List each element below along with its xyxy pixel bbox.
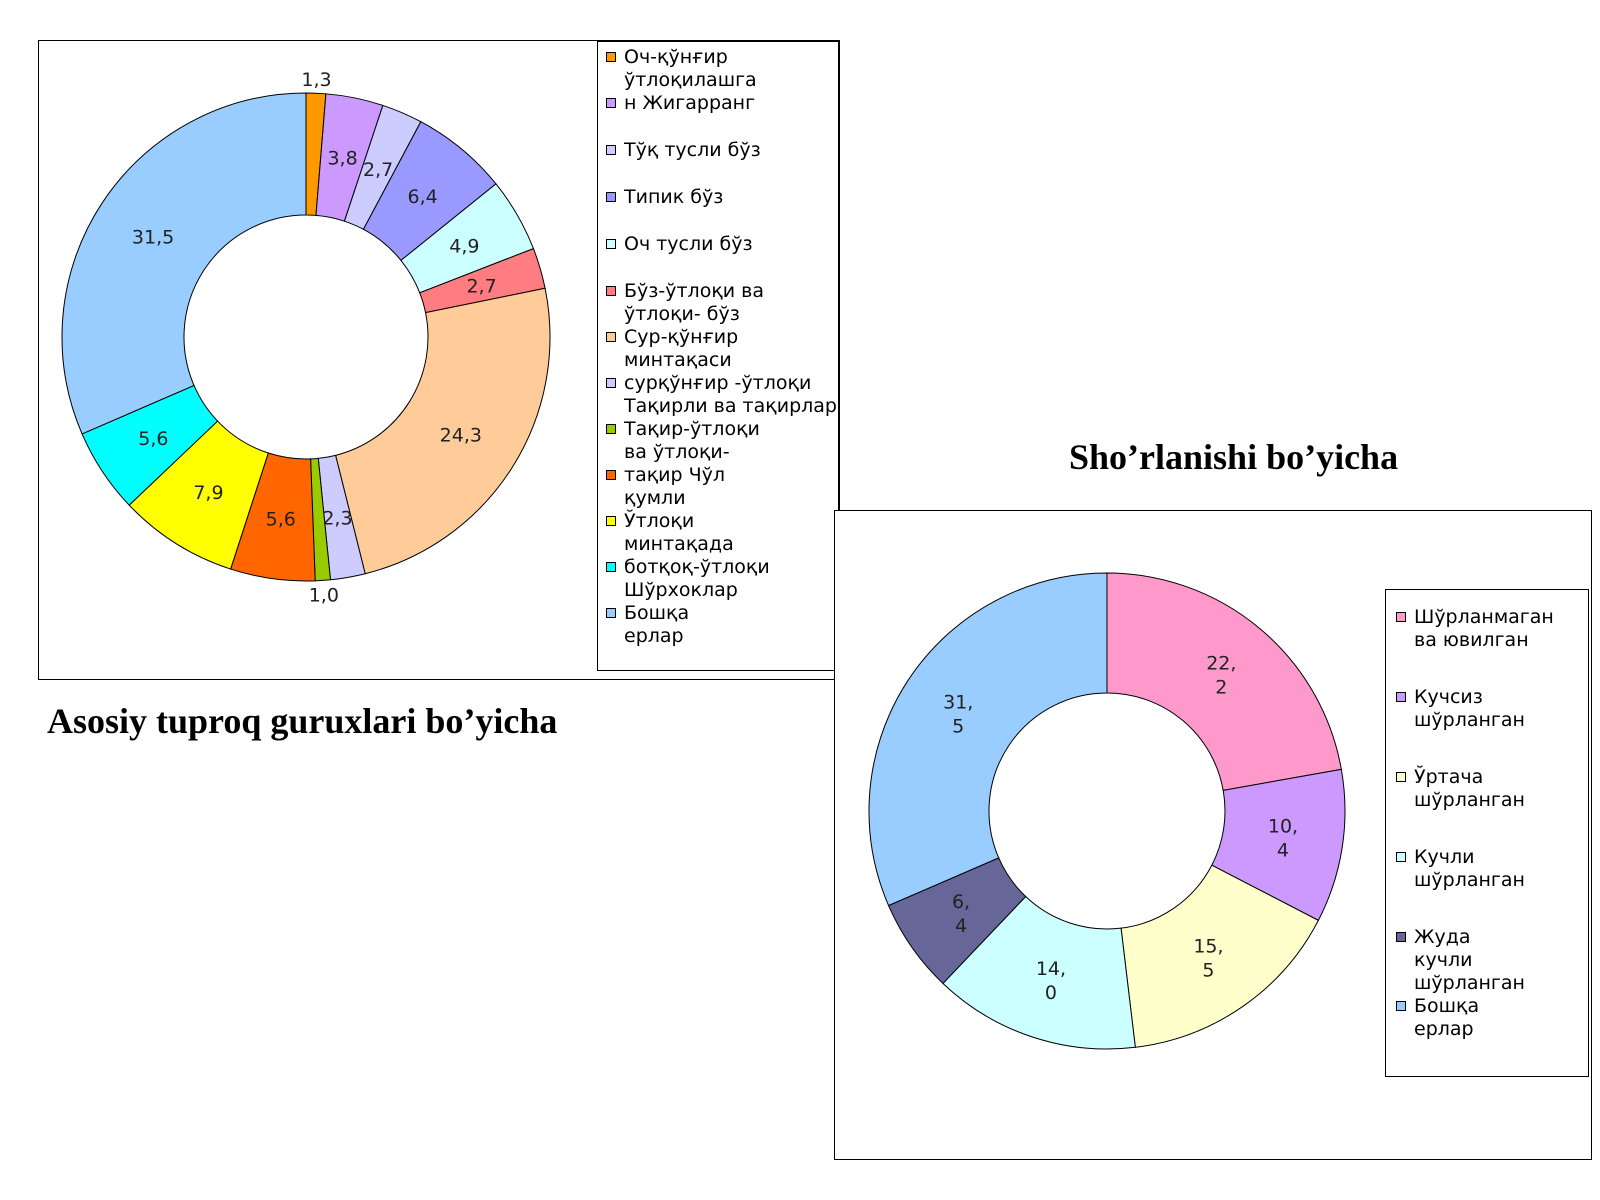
slice-value-label: 2,3	[322, 507, 352, 529]
legend-item: Бўз-ўтлоқи ва ўтлоқи- бўз	[606, 280, 838, 326]
legend-item: н Жигарранг	[606, 92, 838, 115]
legend-swatch	[1396, 772, 1406, 782]
donut-slice	[868, 572, 1108, 907]
legend-swatch	[1396, 932, 1406, 942]
donut-slice	[1120, 864, 1320, 1048]
legend-swatch	[606, 145, 616, 155]
legend-item: Оч тусли бўз	[606, 233, 838, 256]
legend-item: Тақир-ўтлоқи ва ўтлоқи-	[606, 418, 838, 464]
legend-label: Тақир-ўтлоқи ва ўтлоқи-	[624, 418, 760, 463]
legend-item: Бошқа ерлар	[1396, 995, 1588, 1041]
legend-label: сурқўнғир -ўтлоқи Тақирли ва тақирлар	[624, 372, 837, 417]
slice-value-label: 10, 4	[1268, 816, 1298, 862]
salinity-caption: Sho’rlanishi bo’yicha	[1069, 437, 1399, 477]
soil-groups-chart-panel: 1,3 3,8 2,7 6,4 4,9 2,7 24,3 2,3 1,0 5,6 7,9 5,6 31,…	[38, 40, 840, 680]
slice-value-label: 5,6	[266, 508, 296, 530]
legend-swatch	[606, 424, 616, 434]
legend-label: Сур-қўнғир минтақаси	[624, 326, 739, 371]
slice-value-label: 2,7	[466, 275, 496, 297]
legend-item: Кучсиз шўрланган	[1396, 686, 1588, 732]
soil-groups-legend: Оч-қўнғир ўтлоқилашга н Жигарранг Тўқ тусл…	[597, 41, 839, 671]
slice-value-label: 15, 5	[1193, 935, 1223, 981]
legend-item: Ўтлоқи минтақада	[606, 510, 838, 556]
legend-label: Типик бўз	[624, 186, 724, 208]
salinity-donut-chart: 22, 2 10, 4 15, 5 14, 0 6, 4 31, 5	[868, 572, 1346, 1050]
legend-item: Сур-қўнғир минтақаси	[606, 326, 838, 372]
donut-slice	[61, 92, 307, 435]
donut-slice	[942, 895, 1136, 1050]
soil-groups-donut-chart: 1,3 3,8 2,7 6,4 4,9 2,7 24,3 2,3 1,0 5,6 7,9 5,6 31,…	[61, 69, 551, 606]
slice-value-label: 22, 2	[1206, 653, 1236, 699]
soil-groups-caption: Asosiy tuproq guruxlari bo’yicha	[47, 701, 558, 741]
legend-item: Жуда кучли шўрланган	[1396, 926, 1588, 995]
slice-value-label: 31,5	[943, 691, 973, 737]
legend-swatch	[606, 562, 616, 572]
legend-swatch	[606, 192, 616, 202]
legend-label: Кучсиз шўрланган	[1414, 686, 1525, 731]
legend-swatch	[606, 332, 616, 342]
legend-swatch	[1396, 852, 1406, 862]
legend-label: Бўз-ўтлоқи ва ўтлоқи- бўз	[624, 280, 765, 325]
slice-value-label: 31,5	[132, 227, 174, 249]
legend-label: Кучли шўрланган	[1414, 846, 1525, 891]
slice-value-label: 2,7	[363, 159, 393, 181]
slice-value-label: 3,8	[327, 148, 357, 170]
slice-value-label: 1,0	[309, 584, 339, 606]
legend-item: ботқоқ-ўтлоқи Шўрхоклар	[606, 556, 838, 602]
legend-label: ботқоқ-ўтлоқи Шўрхоклар	[624, 556, 770, 601]
slice-value-label: 7,9	[193, 482, 223, 504]
legend-item: Кучли шўрланган	[1396, 846, 1588, 892]
legend-label: Бошқа ерлар	[624, 602, 690, 647]
slice-value-label: 5,6	[138, 428, 168, 450]
legend-label: Ўтлоқи минтақада	[624, 510, 734, 555]
legend-swatch	[606, 378, 616, 388]
legend-swatch	[606, 98, 616, 108]
legend-swatch	[606, 286, 616, 296]
legend-item: тақир Чўл қумли	[606, 464, 838, 510]
legend-label: Жуда кучли шўрланган	[1414, 926, 1525, 994]
legend-swatch	[1396, 1001, 1406, 1011]
legend-label: тақир Чўл қумли	[624, 464, 726, 509]
legend-swatch	[1396, 612, 1406, 622]
slice-value-label: 6,4	[952, 891, 970, 937]
legend-label: н Жигарранг	[624, 92, 756, 114]
legend-swatch	[606, 608, 616, 618]
legend-swatch	[606, 52, 616, 62]
legend-item: Типик бўз	[606, 186, 838, 209]
legend-item: Тўқ тусли бўз	[606, 139, 838, 162]
legend-swatch	[606, 239, 616, 249]
legend-label: Шўрланмаган ва ювилган	[1414, 606, 1554, 651]
slice-value-label: 1,3	[301, 69, 331, 91]
legend-swatch	[606, 516, 616, 526]
slice-value-label: 14, 0	[1036, 958, 1066, 1004]
legend-item: Оч-қўнғир ўтлоқилашга	[606, 46, 838, 92]
legend-item: Бошқа ерлар	[606, 602, 838, 648]
salinity-chart-panel: 22, 2 10, 4 15, 5 14, 0 6, 4 31, 5 Шўрланмаган ва ю…	[834, 510, 1592, 1160]
slice-value-label: 6,4	[408, 186, 438, 208]
legend-label: Ўртача шўрланган	[1414, 766, 1525, 811]
slice-value-label: 4,9	[449, 235, 479, 257]
legend-swatch	[606, 470, 616, 480]
legend-label: Оч-қўнғир ўтлоқилашга	[624, 46, 757, 91]
slice-value-label: 24,3	[440, 425, 482, 447]
legend-item: сурқўнғир -ўтлоқи Тақирли ва тақирлар	[606, 372, 838, 418]
legend-label: Оч тусли бўз	[624, 233, 753, 255]
legend-item: Ўртача шўрланган	[1396, 766, 1588, 812]
legend-label: Тўқ тусли бўз	[624, 139, 761, 161]
legend-label: Бошқа ерлар	[1414, 995, 1480, 1040]
donut-slice	[1106, 572, 1342, 791]
donut-slice	[334, 287, 551, 575]
legend-item: Шўрланмаган ва ювилган	[1396, 606, 1588, 652]
legend-swatch	[1396, 692, 1406, 702]
salinity-legend: Шўрланмаган ва ювилган Кучсиз шўрланган Ўр…	[1385, 589, 1589, 1077]
